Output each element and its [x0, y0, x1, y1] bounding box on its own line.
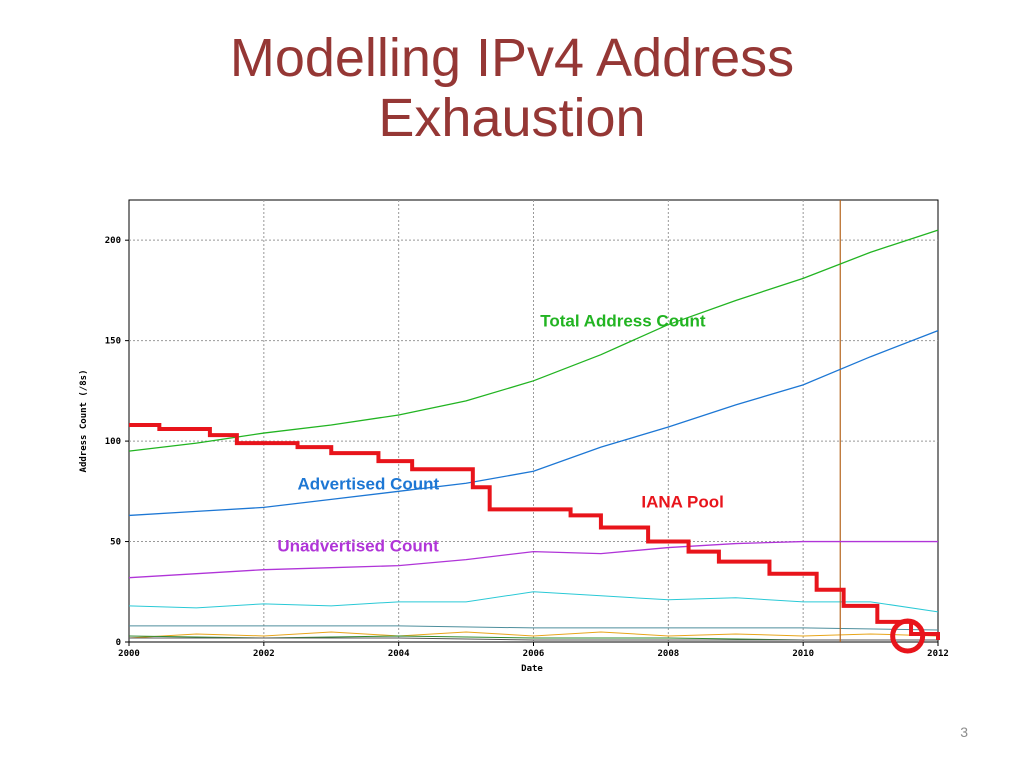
x-tick-label: 2010 [792, 649, 814, 659]
minor-series-line-2 [129, 625, 939, 631]
axis-ticks: 0 50 100 150 200 2000 2002 2004 2006 2008 2010 2012 [105, 236, 949, 659]
minor-series-line-5 [129, 637, 938, 641]
iana-pool-line [129, 423, 940, 640]
slide-number: 3 [960, 724, 968, 740]
iana-pool-label: IANA Pool [641, 492, 723, 511]
x-tick-label: 2002 [253, 649, 275, 659]
y-tick-label: 50 [110, 538, 121, 548]
unadvertised-count-label: Unadvertised Count [277, 537, 439, 556]
advertised-count-label: Advertised Count [298, 474, 440, 493]
x-axis-title: Date [521, 664, 543, 674]
x-tick-label: 2004 [388, 649, 410, 659]
y-axis-title: Address Count (/8s) [79, 370, 89, 473]
total-address-count-label: Total Address Count [540, 312, 706, 331]
title-line-2: Exhaustion [378, 88, 646, 148]
minor-series-line-3 [128, 631, 939, 639]
exhaustion-highlight-circle [890, 618, 926, 654]
title-line-1: Modelling IPv4 Address [229, 28, 795, 88]
y-tick-label: 200 [105, 236, 121, 246]
slide-title: Modelling IPv4 Address Exhaustion [0, 28, 1024, 148]
series-layer [128, 200, 940, 654]
minor-series-line-1 [128, 591, 939, 613]
x-tick-label: 2000 [118, 649, 140, 659]
x-tick-label: 2012 [927, 649, 949, 659]
series-labels: Total Address Count Advertised Count Unadv… [277, 312, 724, 556]
y-tick-label: 100 [105, 437, 121, 447]
total-address-count-line [128, 229, 939, 452]
y-tick-label: 150 [105, 337, 121, 347]
unadvertised-count-line [128, 540, 938, 579]
advertised-count-line [128, 329, 939, 517]
grid [129, 200, 938, 642]
x-tick-label: 2008 [657, 649, 679, 659]
x-tick-label: 2006 [523, 649, 545, 659]
y-tick-label: 0 [116, 638, 121, 648]
